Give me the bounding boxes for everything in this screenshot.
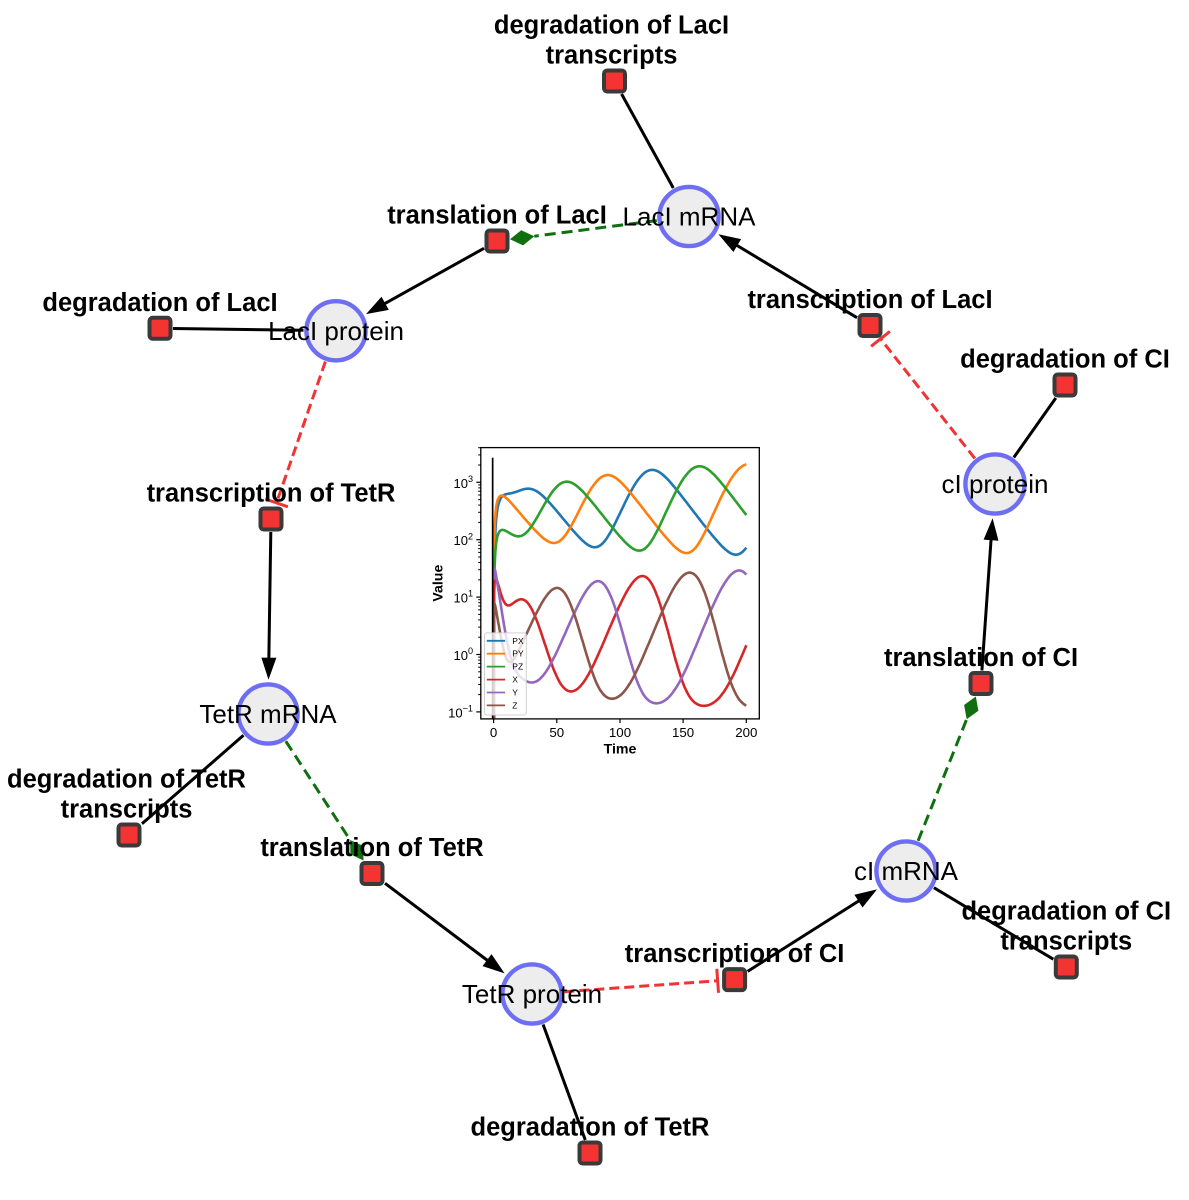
svg-text:transcripts: transcripts [1000,928,1132,956]
svg-text:degradation of LacI: degradation of LacI [494,12,729,40]
svg-text:Time: Time [604,742,637,758]
svg-text:X: X [512,675,518,685]
svg-text:LacI protein: LacI protein [268,316,404,346]
svg-text:transcription of TetR: transcription of TetR [147,480,396,508]
svg-text:degradation of CI: degradation of CI [961,898,1171,926]
svg-text:200: 200 [735,725,757,740]
svg-text:PY: PY [512,649,524,659]
svg-text:cI protein: cI protein [942,469,1049,499]
svg-text:translation of TetR: translation of TetR [260,834,483,862]
svg-text:Value: Value [431,565,447,602]
svg-text:degradation of TetR: degradation of TetR [471,1114,710,1142]
svg-text:transcription of CI: transcription of CI [625,940,845,968]
svg-text:transcripts: transcripts [61,796,193,824]
svg-text:degradation of CI: degradation of CI [960,346,1170,374]
svg-text:TetR mRNA: TetR mRNA [199,699,337,729]
svg-text:degradation of TetR: degradation of TetR [7,766,246,794]
svg-text:transcription of LacI: transcription of LacI [747,286,992,314]
svg-text:TetR protein: TetR protein [462,979,602,1009]
svg-text:50: 50 [549,725,564,740]
svg-text:transcripts: transcripts [546,42,678,70]
svg-text:PX: PX [512,636,524,646]
svg-text:LacI mRNA: LacI mRNA [623,202,757,232]
svg-text:100: 100 [609,725,631,740]
svg-text:PZ: PZ [512,662,523,672]
svg-text:translation of LacI: translation of LacI [387,202,607,230]
svg-text:cI mRNA: cI mRNA [854,856,959,886]
svg-text:translation of CI: translation of CI [884,644,1078,672]
svg-text:Y: Y [512,688,518,698]
svg-text:degradation of LacI: degradation of LacI [42,289,277,317]
svg-text:150: 150 [672,725,694,740]
svg-text:0: 0 [490,725,497,740]
svg-text:Z: Z [512,700,517,710]
